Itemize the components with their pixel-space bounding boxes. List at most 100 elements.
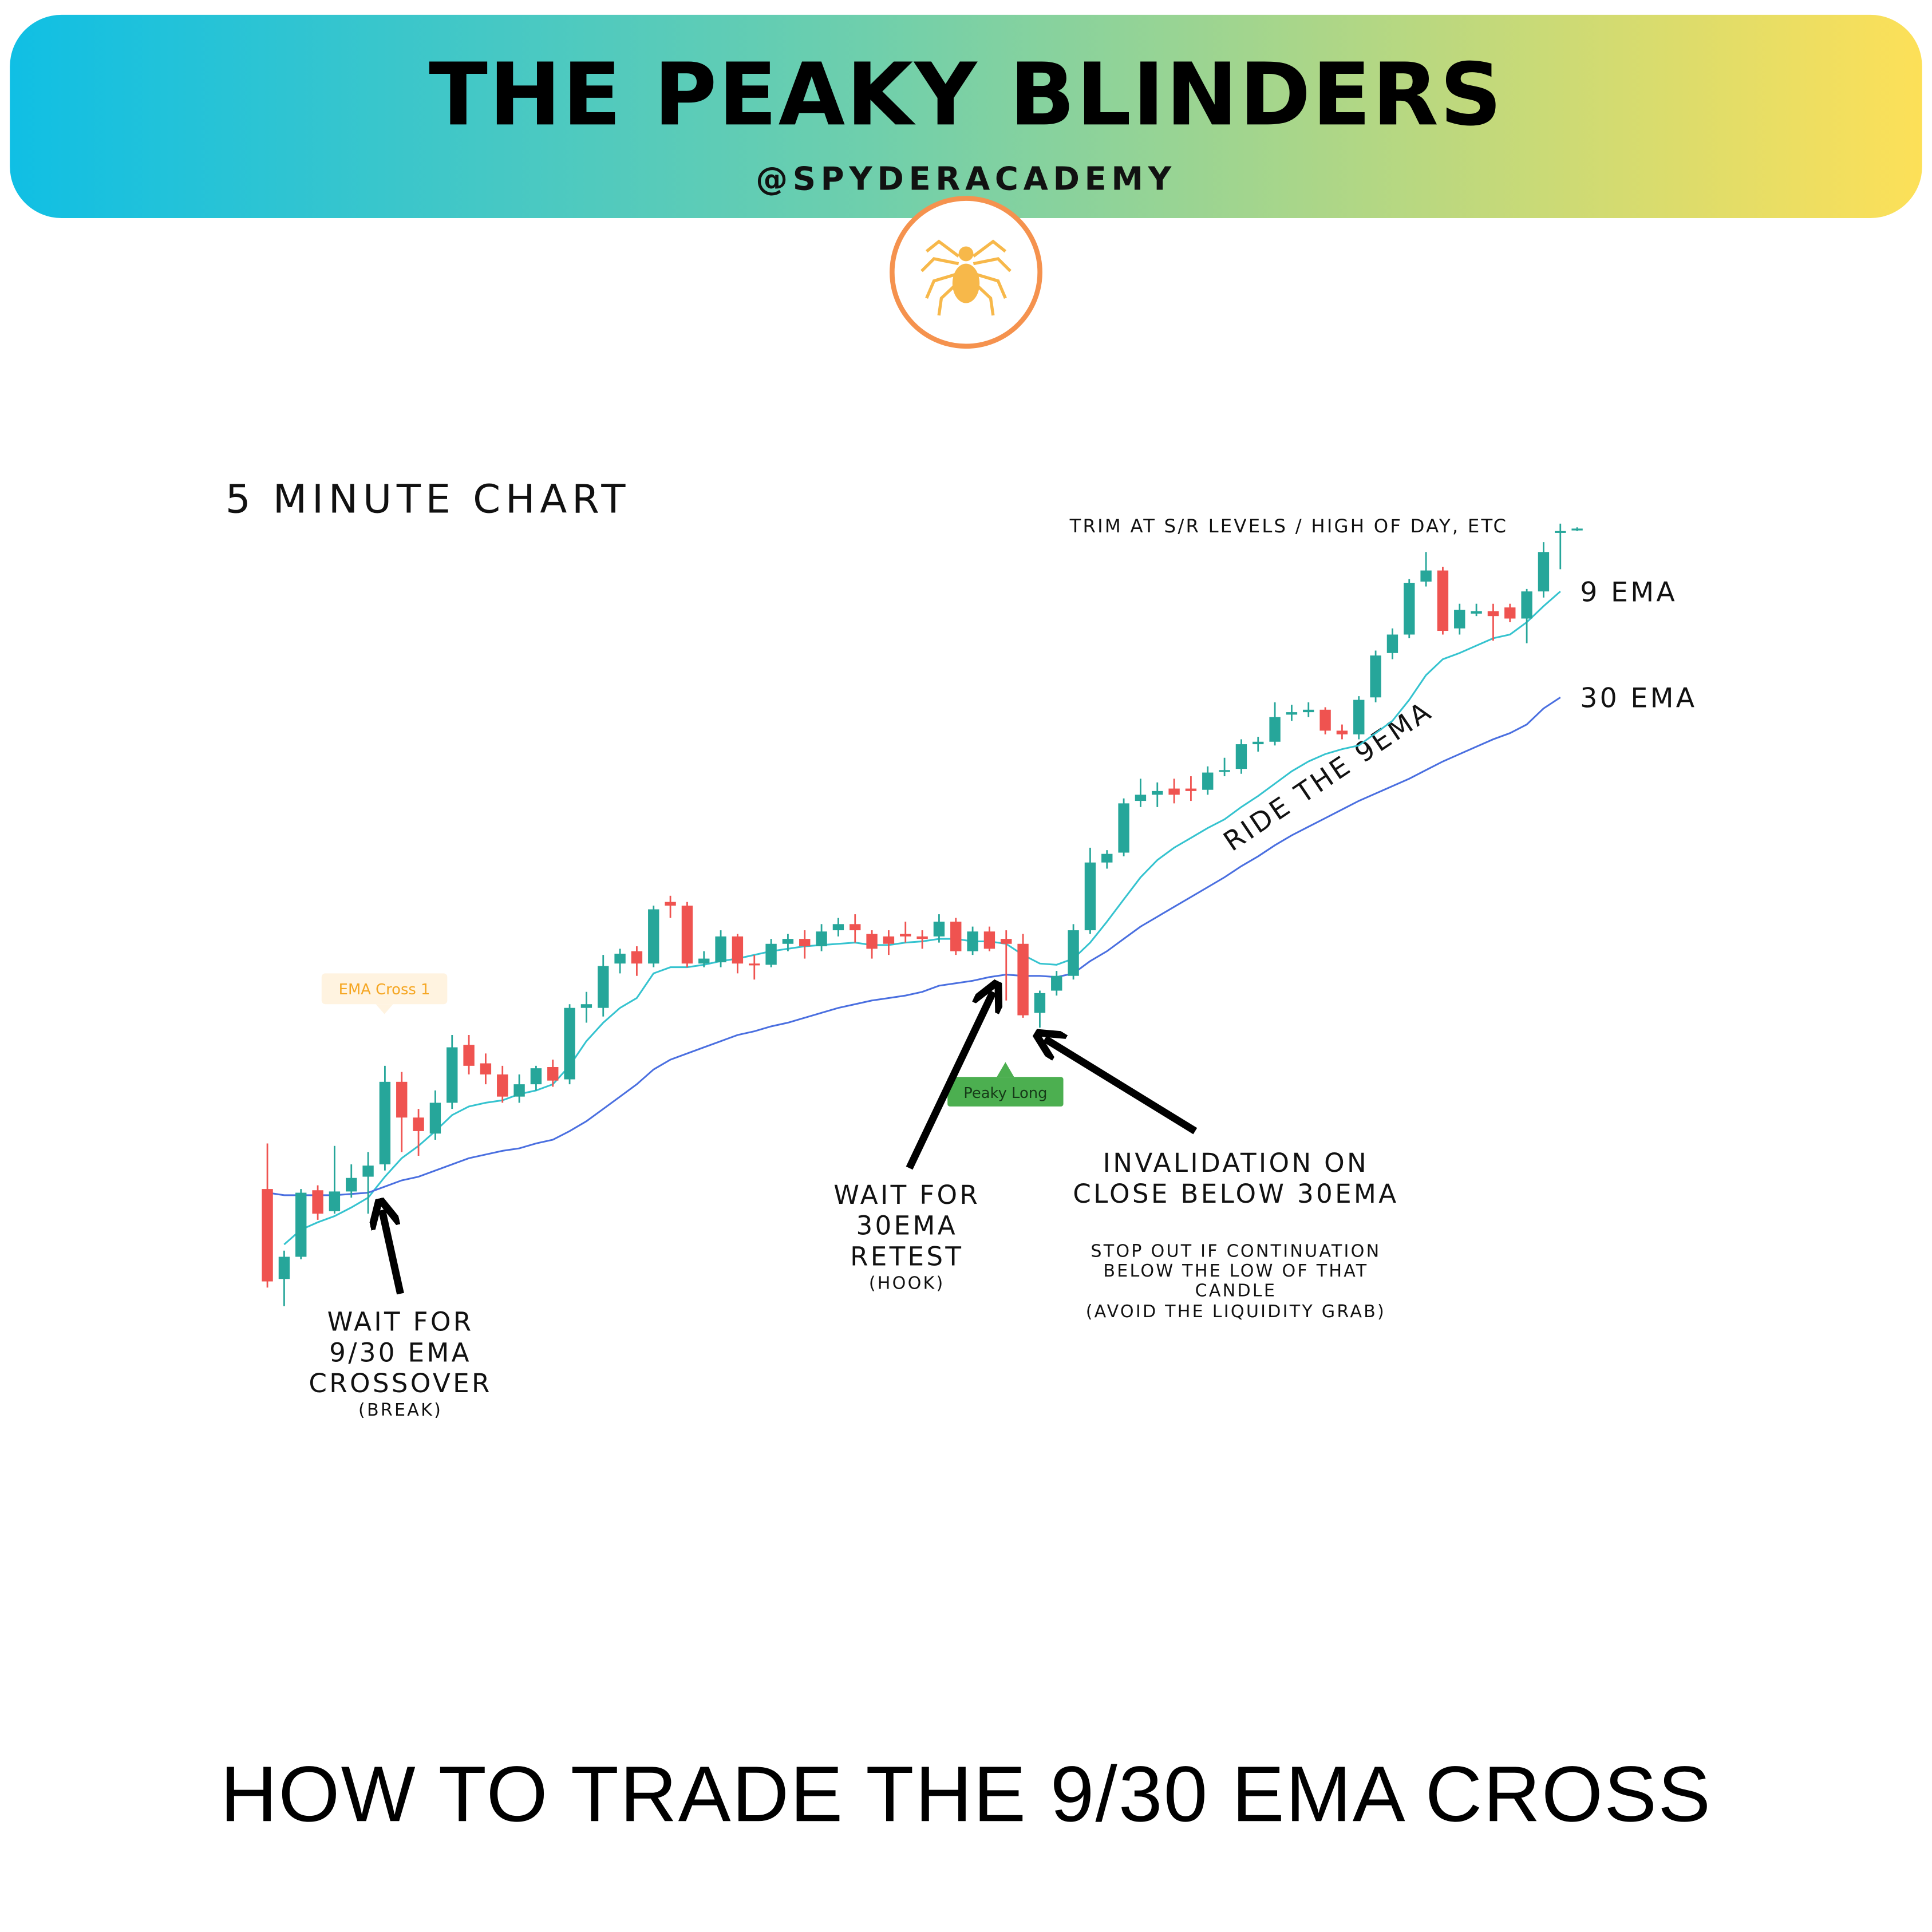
- retest-note: RETEST: [850, 1242, 963, 1272]
- candle-body: [1454, 610, 1465, 629]
- candle-body: [698, 958, 710, 964]
- candle-body: [967, 931, 978, 951]
- candle-body: [1001, 939, 1012, 944]
- candle-body: [1017, 943, 1029, 1016]
- candle-body: [866, 934, 878, 949]
- candle-body: [1185, 788, 1197, 791]
- trim-note: TRIM AT S/R LEVELS / HIGH OF DAY, ETC: [1069, 515, 1508, 537]
- retest-note: WAIT FOR: [833, 1180, 980, 1210]
- candle-body: [463, 1045, 475, 1066]
- candle-body: [1068, 930, 1079, 976]
- candle-body: [1538, 552, 1550, 592]
- candle-body: [1253, 741, 1264, 745]
- candle-body: [850, 924, 861, 931]
- arrow: [1045, 1038, 1198, 1135]
- ema-label: 9 EMA: [1580, 576, 1677, 608]
- candle-body: [1084, 862, 1096, 931]
- retest-note: 30EMA: [856, 1211, 957, 1241]
- arrow: [906, 992, 993, 1170]
- candle-body: [832, 924, 844, 931]
- candle-body: [1219, 770, 1230, 772]
- crossover-note: CROSSOVER: [309, 1368, 492, 1398]
- candle-body: [749, 963, 760, 966]
- candle-body: [1118, 803, 1129, 853]
- candle-body: [295, 1192, 307, 1257]
- ema-line: [267, 697, 1561, 1196]
- candle-body: [580, 1004, 592, 1008]
- candle-body: [379, 1081, 391, 1165]
- candle-body: [1319, 709, 1331, 731]
- candle-body: [1168, 788, 1180, 795]
- candle-body: [1437, 570, 1449, 631]
- candle-body: [1034, 993, 1046, 1013]
- candle-body: [1471, 611, 1482, 614]
- candle-body: [900, 934, 911, 937]
- candle-body: [530, 1068, 542, 1085]
- candle-body: [1235, 744, 1247, 769]
- candle-body: [1370, 655, 1381, 698]
- candle-body: [1286, 712, 1298, 715]
- candle-body: [346, 1178, 357, 1192]
- candle-body: [1504, 607, 1516, 619]
- candle-body: [1487, 611, 1499, 617]
- ema-cross-badge: EMA Cross 1: [321, 973, 448, 1014]
- header-handle: @SPYDERACADEMY: [756, 160, 1176, 197]
- stop-note: BELOW THE LOW OF THAT: [1103, 1261, 1368, 1281]
- candle-body: [362, 1165, 374, 1177]
- candle-body: [1336, 730, 1348, 734]
- stop-note: (AVOID THE LIQUIDITY GRAB): [1086, 1302, 1386, 1322]
- ema-cross-label: EMA Cross 1: [339, 981, 430, 998]
- candle-body: [547, 1066, 559, 1081]
- crossover-sub: (BREAK): [358, 1400, 442, 1420]
- crossover-note: 9/30 EMA: [329, 1337, 472, 1368]
- candle-body: [681, 906, 693, 964]
- arrow: [382, 1210, 404, 1295]
- candle-body: [278, 1257, 290, 1279]
- candle-body: [933, 922, 945, 937]
- invalidation-note: CLOSE BELOW 30EMA: [1073, 1179, 1398, 1209]
- candle-body: [497, 1074, 508, 1097]
- candle-body: [1202, 772, 1214, 790]
- candle-body: [1152, 791, 1163, 795]
- candle-body: [1386, 634, 1398, 653]
- invalidation-note: INVALIDATION ON: [1103, 1148, 1369, 1178]
- candle-body: [883, 936, 895, 944]
- candle-body: [1555, 531, 1566, 533]
- candle-body: [631, 951, 643, 964]
- candle-body: [1101, 854, 1113, 863]
- header-banner: [10, 14, 1922, 218]
- candle-body: [429, 1103, 441, 1134]
- candle-body: [564, 1008, 575, 1080]
- candle-body: [983, 931, 995, 949]
- candle-body: [765, 943, 777, 965]
- candle-body: [513, 1084, 525, 1097]
- candle-body: [1571, 528, 1583, 531]
- stop-note: CANDLE: [1195, 1281, 1277, 1301]
- candle-body: [413, 1117, 424, 1131]
- candle-body: [480, 1063, 492, 1074]
- candle-body: [665, 902, 676, 906]
- candle-body: [1269, 717, 1281, 742]
- candle-body: [732, 936, 744, 964]
- candle-body: [1404, 583, 1415, 635]
- candle-body: [1303, 709, 1314, 713]
- candle-body: [447, 1047, 458, 1103]
- candle-body: [950, 922, 962, 951]
- candle-body: [715, 936, 726, 963]
- retest-sub: (HOOK): [869, 1273, 945, 1293]
- candle-body: [916, 936, 928, 939]
- footer-title: HOW TO TRADE THE 9/30 EMA CROSS: [220, 1750, 1712, 1838]
- candle-body: [396, 1081, 408, 1118]
- candle-body: [1353, 700, 1365, 734]
- peaky-long-badge: Peaky Long: [947, 1062, 1064, 1107]
- candle-body: [312, 1190, 323, 1214]
- candle-body: [782, 939, 794, 944]
- candle-body: [799, 939, 811, 947]
- candle-body: [598, 966, 609, 1008]
- candle-body: [648, 909, 659, 964]
- candle-body: [262, 1189, 273, 1282]
- candle-body: [1420, 570, 1432, 582]
- candle-body: [816, 931, 827, 947]
